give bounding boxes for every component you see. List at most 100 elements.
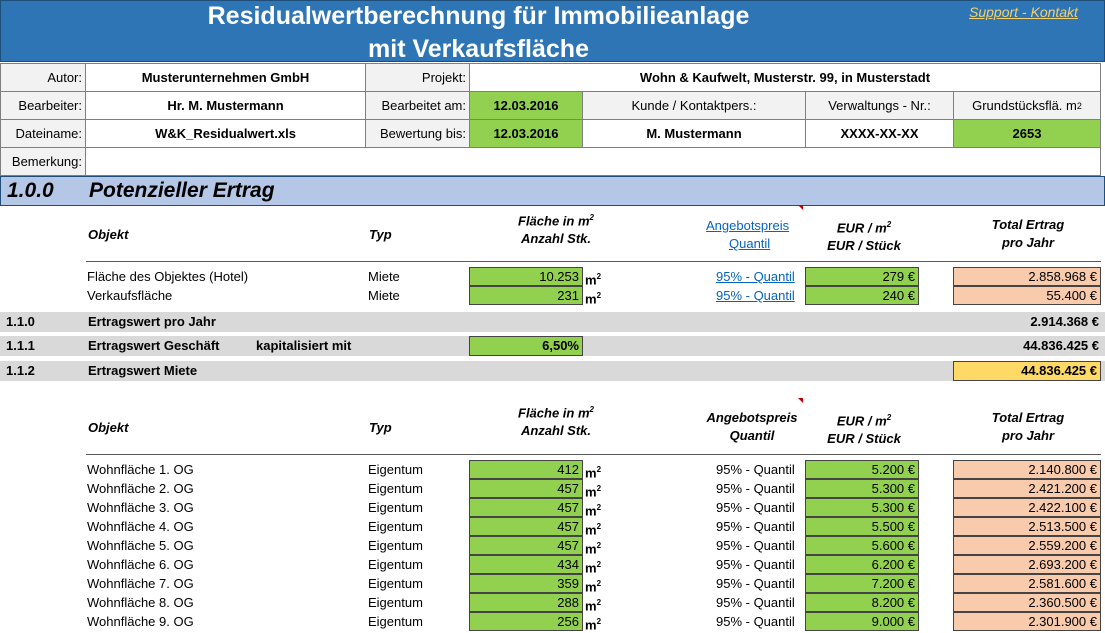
row-flaeche-input[interactable]: 10.253 xyxy=(469,267,583,286)
row-objekt: Wohnfläche 5. OG xyxy=(87,538,194,553)
row-flaeche-input[interactable]: 412 xyxy=(469,460,583,479)
row-objekt: Fläche des Objektes (Hotel) xyxy=(87,269,249,284)
summary-num: 1.1.1 xyxy=(6,338,35,353)
row-eur-input[interactable]: 240 € xyxy=(805,286,919,305)
row-unit-text: m xyxy=(585,579,597,595)
row-unit: m2 xyxy=(585,594,601,614)
col-eur-header-text: EUR / m xyxy=(836,220,887,236)
row-flaeche-input[interactable]: 457 xyxy=(469,517,583,536)
row-flaeche-input[interactable]: 457 xyxy=(469,536,583,555)
row-objekt: Wohnfläche 3. OG xyxy=(87,500,194,515)
row-quantil-link[interactable]: 95% - Quantil xyxy=(716,269,795,284)
row-eur-input[interactable]: 6.200 € xyxy=(805,555,919,574)
row-objekt: Wohnfläche 8. OG xyxy=(87,595,194,610)
row-unit-text: m xyxy=(585,560,597,576)
row-unit: m2 xyxy=(585,613,601,633)
bearbeitet-am-field[interactable]: 12.03.2016 xyxy=(469,91,583,120)
autor-field[interactable]: Musterunternehmen GmbH xyxy=(85,63,366,92)
row-total: 2.422.100 € xyxy=(953,498,1101,517)
col-flaeche-header-line2: Anzahl Stk. xyxy=(520,231,592,247)
row-total: 2.140.800 € xyxy=(953,460,1101,479)
section-header: 1.0.0 Potenzieller Ertrag xyxy=(0,176,1105,206)
col-flaeche-header: Fläche in m2 Anzahl Stk. xyxy=(470,209,642,248)
row-unit-text: m xyxy=(585,465,597,481)
table1-divider xyxy=(86,261,1101,262)
col-eur-header-text: EUR / m xyxy=(836,413,887,429)
col-flaeche-header-line2: Anzahl Stk. xyxy=(520,423,592,439)
summary-row: 1.1.0 Ertragswert pro Jahr 2.914.368 € xyxy=(0,312,1105,332)
autor-label: Autor: xyxy=(0,63,86,92)
row-unit-text: m xyxy=(585,617,597,633)
col-angebot-header-link[interactable]: Angebotspreis xyxy=(706,218,790,233)
row-total: 2.581.600 € xyxy=(953,574,1101,593)
row-unit: m2 xyxy=(585,461,601,481)
row-quantil: 95% - Quantil xyxy=(716,538,795,553)
row-eur-input[interactable]: 7.200 € xyxy=(805,574,919,593)
verwaltungs-field[interactable]: XXXX-XX-XX xyxy=(805,119,954,148)
col-eur-header: EUR / m2 EUR / Stück xyxy=(808,409,920,448)
row-typ: Eigentum xyxy=(368,557,423,572)
col-total-header-line2: pro Jahr xyxy=(1001,235,1054,250)
row-flaeche-input[interactable]: 457 xyxy=(469,479,583,498)
row-unit-text: m xyxy=(585,484,597,500)
row-quantil: 95% - Quantil xyxy=(716,500,795,515)
bearbeiter-field[interactable]: Hr. M. Mustermann xyxy=(85,91,366,120)
row-quantil-link[interactable]: 95% - Quantil xyxy=(716,288,795,303)
bewertung-label: Bewertung bis: xyxy=(365,119,470,148)
row-flaeche-input[interactable]: 256 xyxy=(469,612,583,631)
summary-label: Ertragswert pro Jahr xyxy=(88,314,216,329)
col-objekt-header: Objekt xyxy=(88,227,129,242)
row-unit-text: m xyxy=(585,598,597,614)
row-eur-input[interactable]: 5.600 € xyxy=(805,536,919,555)
row-typ: Eigentum xyxy=(368,462,423,477)
summary-row: 1.1.2 Ertragswert Miete xyxy=(0,361,1105,381)
projekt-field[interactable]: Wohn & Kaufwelt, Musterstr. 99, in Muste… xyxy=(469,63,1101,92)
row-unit: m2 xyxy=(585,268,601,288)
row-flaeche-input[interactable]: 288 xyxy=(469,593,583,612)
row-eur-input[interactable]: 5.500 € xyxy=(805,517,919,536)
title-banner: Residualwertberechnung für Immobilieanla… xyxy=(0,0,1105,63)
row-eur-input[interactable]: 8.200 € xyxy=(805,593,919,612)
row-quantil: 95% - Quantil xyxy=(716,576,795,591)
comment-marker-icon xyxy=(798,205,803,210)
summary-row: 1.1.1 Ertragswert Geschäft kapitalisiert… xyxy=(0,336,1105,356)
row-quantil: 95% - Quantil xyxy=(716,614,795,629)
row-eur-input[interactable]: 279 € xyxy=(805,267,919,286)
row-eur-input[interactable]: 9.000 € xyxy=(805,612,919,631)
row-unit: m2 xyxy=(585,480,601,500)
capitalization-rate-input[interactable]: 6,50% xyxy=(469,336,583,356)
row-unit-text: m xyxy=(585,503,597,519)
row-objekt: Wohnfläche 4. OG xyxy=(87,519,194,534)
col-total-header-line2: pro Jahr xyxy=(1001,428,1054,443)
summary-value: 2.914.368 € xyxy=(1030,314,1099,329)
row-flaeche-input[interactable]: 434 xyxy=(469,555,583,574)
row-flaeche-input[interactable]: 231 xyxy=(469,286,583,305)
row-unit: m2 xyxy=(585,537,601,557)
bewertung-field[interactable]: 12.03.2016 xyxy=(469,119,583,148)
page-title-line1: Residualwertberechnung für Immobilieanla… xyxy=(207,2,750,30)
row-objekt: Verkaufsfläche xyxy=(87,288,173,303)
row-unit: m2 xyxy=(585,499,601,519)
grundstueck-field[interactable]: 2653 xyxy=(953,119,1101,148)
col-quantil-header-link[interactable]: Quantil xyxy=(729,236,771,251)
row-total: 2.513.500 € xyxy=(953,517,1101,536)
dateiname-field[interactable]: W&K_Residualwert.xls xyxy=(85,119,366,148)
kunde-field[interactable]: M. Mustermann xyxy=(582,119,806,148)
summary-num: 1.1.0 xyxy=(6,314,35,329)
row-flaeche-input[interactable]: 359 xyxy=(469,574,583,593)
summary-num: 1.1.2 xyxy=(6,363,35,378)
col-eur-header-line2: EUR / Stück xyxy=(827,431,901,447)
row-unit-text: m xyxy=(585,291,597,307)
support-contact-link[interactable]: Support - Kontakt xyxy=(969,4,1078,20)
row-objekt: Wohnfläche 1. OG xyxy=(87,462,194,477)
row-typ: Eigentum xyxy=(368,576,423,591)
row-typ: Eigentum xyxy=(368,500,423,515)
row-eur-input[interactable]: 5.200 € xyxy=(805,460,919,479)
summary-label: Ertragswert Miete xyxy=(88,363,198,378)
row-flaeche-input[interactable]: 457 xyxy=(469,498,583,517)
row-eur-input[interactable]: 5.300 € xyxy=(805,479,919,498)
row-eur-input[interactable]: 5.300 € xyxy=(805,498,919,517)
bemerkung-field[interactable] xyxy=(85,147,1101,176)
row-total: 2.858.968 € xyxy=(953,267,1101,286)
